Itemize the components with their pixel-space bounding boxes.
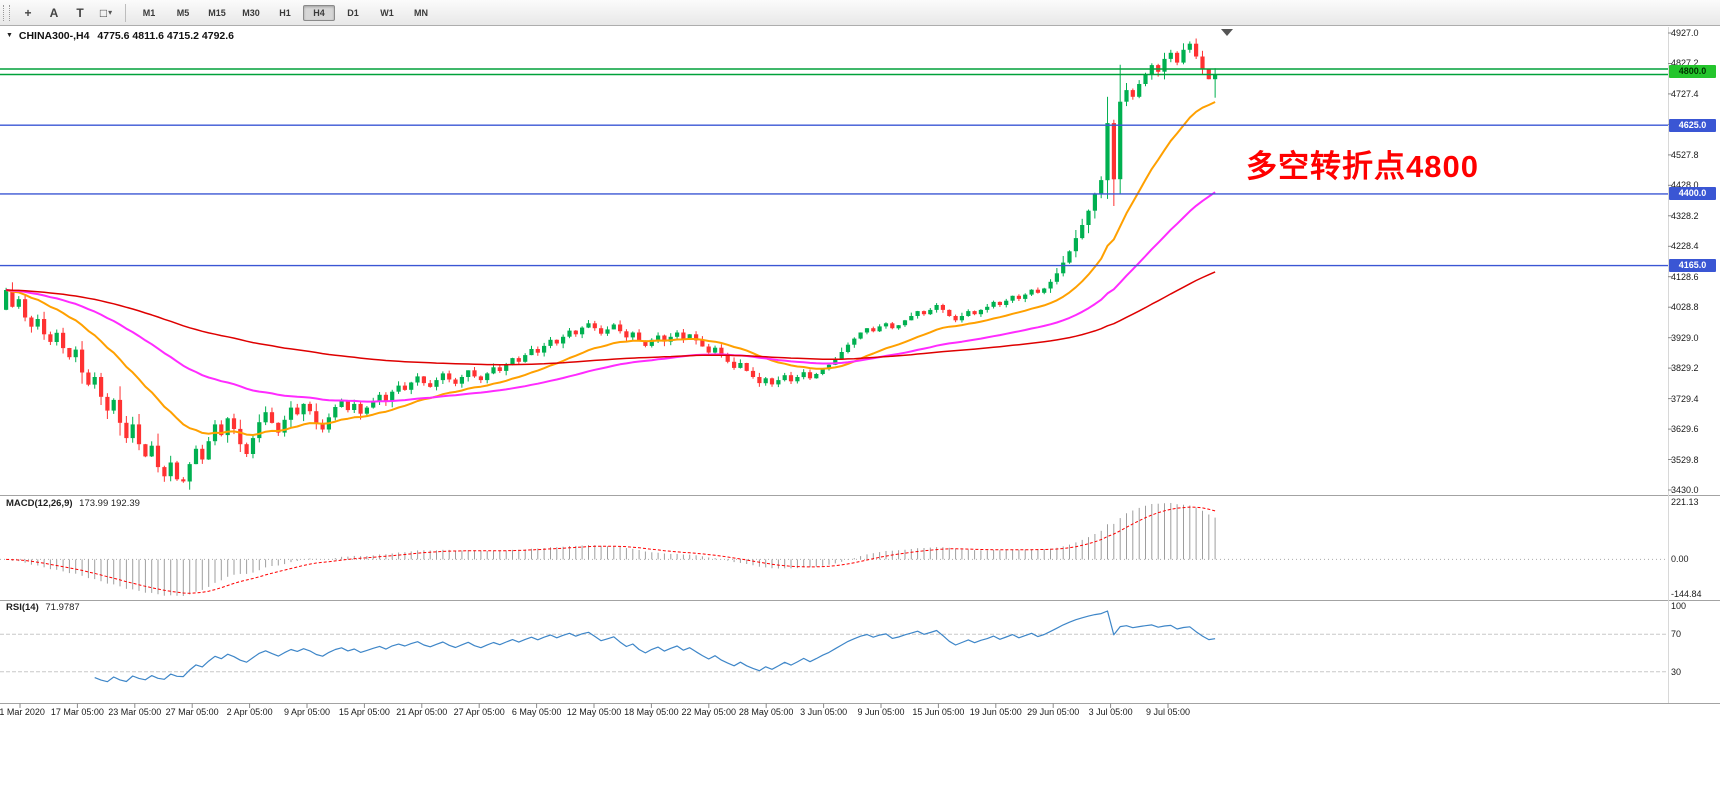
moving-average-line	[6, 191, 1216, 403]
horizontal-lines-layer	[0, 68, 1668, 267]
timeframe-button-w1[interactable]: W1	[380, 7, 394, 18]
timeframe-button-mn[interactable]: MN	[414, 7, 428, 18]
toolbar-separator	[125, 3, 126, 22]
scale-ticks	[19, 32, 1672, 708]
timeframe-button-m15[interactable]: M15	[208, 7, 226, 18]
text-tool-icon: T	[76, 5, 84, 20]
rsi-line	[94, 610, 1216, 683]
shapes-tool-icon: □	[99, 5, 108, 20]
chart-shift-marker	[1221, 29, 1233, 36]
macd-signal-line	[6, 506, 1216, 594]
timeframe-button-h4[interactable]: H4	[303, 4, 335, 21]
text-label-tool-icon: A	[49, 5, 59, 20]
time-axis[interactable]	[0, 703, 1668, 727]
moving-average-layer	[5, 101, 1216, 436]
moving-average-line	[6, 271, 1216, 366]
drawing-tools-group: + A T □ ▾	[15, 2, 119, 24]
crosshair-tool-icon: +	[24, 5, 32, 20]
timeframe-button-d1[interactable]: D1	[347, 7, 359, 18]
toolbar: + A T □ ▾ M1 M5 M15 M30 H1 H4 D1 W1 MN	[0, 0, 1720, 26]
price-axis[interactable]	[1668, 26, 1720, 703]
candlestick-layer	[4, 38, 1218, 490]
toolbar-grip[interactable]	[3, 4, 10, 21]
shapes-caret-icon: ▾	[108, 8, 113, 17]
macd-layer	[0, 503, 1668, 596]
timeframe-button-m5[interactable]: M5	[176, 7, 190, 18]
text-tool-button[interactable]: T	[68, 2, 92, 24]
timeframe-button-h1[interactable]: H1	[279, 7, 291, 18]
moving-average-line	[5, 101, 1216, 436]
rsi-layer	[0, 610, 1668, 683]
shapes-tool-button[interactable]: □ ▾	[94, 2, 118, 24]
timeframe-button-m1[interactable]: M1	[142, 7, 156, 18]
crosshair-tool-button[interactable]: +	[16, 2, 40, 24]
pane-separators	[0, 27, 1720, 704]
text-label-tool-button[interactable]: A	[42, 2, 66, 24]
timeframe-group: M1 M5 M15 M30 H1 H4 D1 W1 MN	[132, 4, 438, 21]
timeframe-button-m30[interactable]: M30	[242, 7, 260, 18]
